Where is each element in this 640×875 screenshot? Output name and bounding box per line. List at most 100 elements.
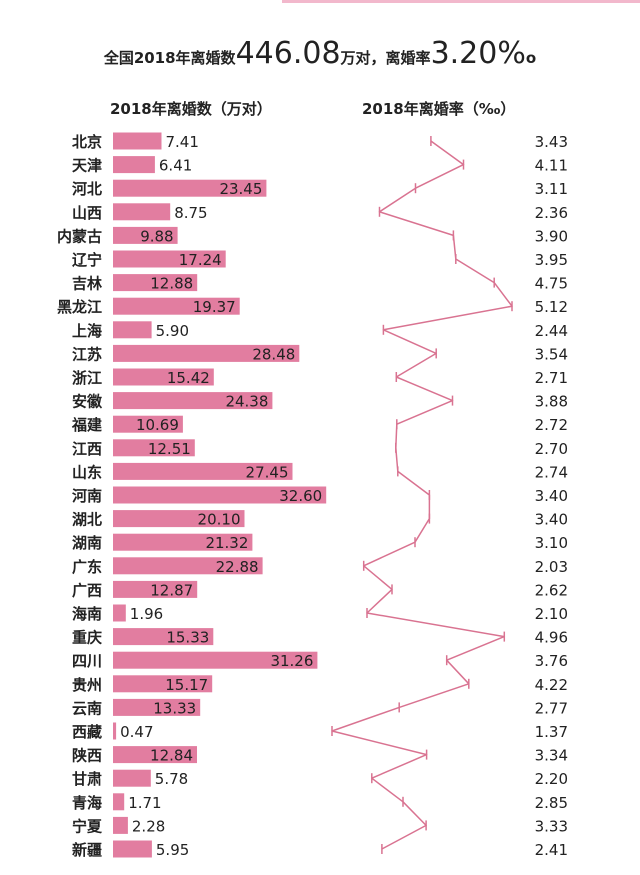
rate-value-label: 1.37 (535, 723, 568, 741)
category-label: 贵州 (72, 676, 102, 694)
rate-value-label: 2.85 (535, 794, 568, 812)
bar (113, 486, 327, 504)
headline-permille-suffix: o (525, 49, 537, 67)
bar (113, 816, 128, 834)
bar-value-label: 15.33 (166, 629, 209, 647)
rate-value-label: 2.20 (535, 770, 568, 788)
bar (113, 675, 213, 693)
category-label: 辽宁 (72, 251, 102, 269)
category-label: 青海 (72, 794, 102, 812)
bar (113, 793, 125, 811)
bar-value-label: 5.90 (156, 322, 189, 340)
bar-value-label: 6.41 (159, 157, 192, 175)
category-label: 宁夏 (72, 817, 103, 835)
rate-value-label: 3.90 (535, 227, 568, 245)
category-label: 山西 (72, 204, 102, 222)
bar (113, 274, 198, 292)
bar (113, 203, 171, 221)
bar (113, 769, 151, 787)
rate-value-label: 3.11 (535, 180, 568, 198)
bar-value-label: 21.32 (205, 534, 248, 552)
bar (113, 321, 152, 339)
category-label: 江苏 (72, 345, 102, 363)
bar-value-label: 28.48 (252, 345, 295, 363)
bar (113, 132, 162, 150)
category-label: 广东 (72, 558, 102, 576)
category-label: 福建 (71, 416, 103, 434)
bar (113, 840, 152, 858)
category-label: 湖北 (72, 511, 102, 529)
rate-value-label: 2.03 (535, 558, 568, 576)
bar-value-label: 8.75 (174, 204, 207, 222)
bar-value-label: 19.37 (193, 298, 236, 316)
bar-value-label: 20.10 (198, 511, 241, 529)
bar-value-label: 15.42 (167, 369, 210, 387)
bar (113, 580, 198, 598)
rate-value-label: 3.33 (535, 817, 568, 835)
rate-column-title: 2018年离婚率（‰） (362, 100, 516, 118)
bar-value-label: 27.45 (246, 463, 289, 481)
category-label: 西藏 (72, 723, 102, 741)
category-label: 广西 (72, 581, 102, 599)
bar-value-label: 12.87 (150, 581, 193, 599)
bar (113, 368, 214, 386)
bar-value-label: 12.88 (150, 275, 193, 293)
top-accent-line (282, 0, 640, 3)
category-label: 上海 (72, 322, 102, 340)
rate-value-label: 2.71 (535, 369, 568, 387)
bar (113, 533, 253, 551)
bar (113, 698, 201, 716)
rate-value-label: 3.88 (535, 393, 568, 411)
rate-value-label: 3.34 (535, 747, 568, 765)
category-label: 北京 (72, 133, 102, 151)
bar-value-label: 22.88 (216, 558, 259, 576)
bar-value-label: 5.95 (156, 841, 189, 859)
category-label: 天津 (72, 157, 102, 175)
bar-value-label: 12.84 (150, 747, 193, 765)
rate-value-label: 2.10 (535, 605, 568, 623)
rate-value-label: 3.54 (535, 345, 568, 363)
bar-value-label: 1.71 (128, 794, 161, 812)
rate-value-label: 4.11 (535, 157, 568, 175)
bar (113, 297, 240, 315)
bar-value-label: 2.28 (132, 817, 165, 835)
bar (113, 557, 263, 575)
bar-value-label: 9.88 (140, 227, 173, 245)
rate-value-label: 2.62 (535, 581, 568, 599)
bar (113, 604, 126, 622)
bar-value-label: 10.69 (136, 416, 179, 434)
rate-value-label: 4.75 (535, 275, 568, 293)
category-label: 陕西 (72, 747, 102, 765)
category-label: 吉林 (72, 275, 103, 293)
category-label: 重庆 (72, 629, 102, 647)
bar-value-label: 15.17 (165, 676, 208, 694)
rate-value-label: 4.22 (535, 676, 568, 694)
rate-value-label: 2.74 (535, 463, 568, 481)
bar (113, 651, 318, 669)
bar-value-label: 32.60 (279, 487, 322, 505)
category-label: 甘肃 (72, 770, 102, 788)
category-label: 云南 (72, 699, 102, 717)
category-label: 江西 (72, 440, 102, 458)
headline-total: 446.08 (235, 36, 341, 71)
bar-value-label: 17.24 (179, 251, 222, 269)
bar (113, 746, 197, 764)
bar (113, 722, 117, 740)
category-label: 黑龙江 (57, 298, 102, 316)
bar (113, 344, 300, 362)
rate-value-label: 3.40 (535, 511, 568, 529)
rate-value-label: 3.43 (535, 133, 568, 151)
bar-column-title: 2018年离婚数（万对） (110, 100, 272, 118)
category-label: 安徽 (72, 393, 103, 411)
bar-value-label: 12.51 (148, 440, 191, 458)
bar (113, 462, 293, 480)
bar-value-label: 5.78 (155, 770, 188, 788)
rate-value-label: 4.96 (535, 629, 568, 647)
bar-value-label: 23.45 (219, 180, 262, 198)
rate-value-label: 2.44 (535, 322, 568, 340)
bar-value-label: 13.33 (153, 699, 196, 717)
category-label: 浙江 (72, 369, 102, 387)
bar (113, 179, 267, 197)
bar-value-label: 0.47 (120, 723, 153, 741)
